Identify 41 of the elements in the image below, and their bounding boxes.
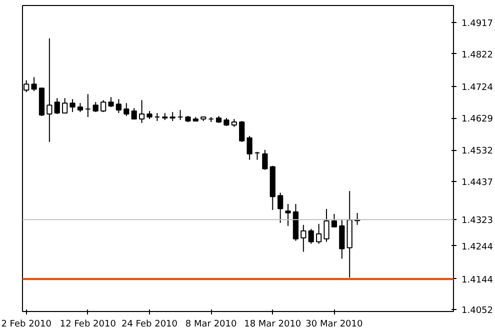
candlestick: [324, 208, 330, 242]
candlestick: [54, 98, 60, 115]
candlestick: [46, 38, 52, 142]
candlestick: [246, 135, 252, 160]
x-tick-label: 30 Mar 2010: [306, 320, 364, 330]
candlestick: [316, 223, 322, 244]
candlestick: [300, 224, 306, 252]
candlestick: [138, 100, 145, 124]
y-tick-label: 1.4437: [462, 178, 493, 188]
candlestick: [31, 76, 37, 92]
candlestick: [62, 98, 68, 114]
candlestick: [285, 203, 291, 226]
candlestick: [108, 96, 114, 108]
y-tick-label: 1.4724: [462, 82, 494, 93]
ref-line-label: 1.4323: [462, 216, 493, 226]
candlestick: [116, 98, 122, 114]
candlestick: [239, 120, 245, 142]
x-tick-label: 18 Mar 2010: [244, 320, 302, 330]
y-tick-label: 1.4917: [462, 18, 493, 29]
candlestick: [339, 219, 345, 260]
x-tick-label: 2 Feb 2010: [1, 320, 52, 330]
candlestick: [70, 98, 76, 113]
candlestick: [85, 94, 91, 118]
candlestick: [124, 102, 130, 117]
y-tick-label: 1.4532: [462, 146, 493, 157]
candlestick: [331, 213, 338, 228]
candlestick: [92, 102, 98, 113]
candlestick: [100, 100, 106, 113]
x-tick-label: 12 Feb 2010: [60, 320, 116, 330]
x-tick-label: 8 Mar 2010: [185, 320, 238, 330]
candlestick: [177, 110, 184, 120]
x-tick-label: 24 Feb 2010: [121, 320, 178, 330]
candlestick: [131, 108, 137, 120]
ref-line-label: 1.4144: [462, 275, 494, 286]
candlestick: [278, 192, 284, 224]
candlestick: [262, 149, 268, 170]
candlestick: [308, 228, 314, 244]
y-tick-label: 1.4629: [462, 114, 494, 125]
y-tick-label: 1.4822: [462, 50, 493, 60]
y-tick-label: 1.4244: [462, 242, 494, 252]
y-tick-label: 1.4052: [462, 306, 493, 316]
